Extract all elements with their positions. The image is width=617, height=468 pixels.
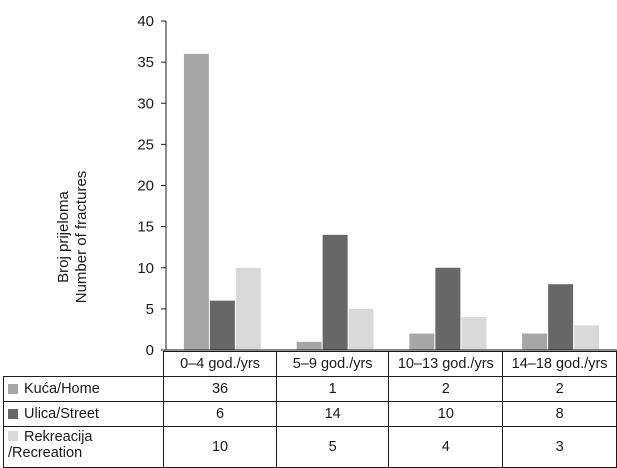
legend-entry-home: Kuća/Home [2,376,165,402]
data-label: 1 [275,376,390,402]
bars [183,53,600,351]
y-tick-label: 30 [137,95,154,112]
legend-label: Kuća/Home [24,381,100,397]
data-label: 2 [502,376,617,402]
bar-home [409,333,435,350]
data-label: 14 [275,401,390,427]
series-row-recreation: Rekreacija/Recreation 10 5 4 3 [2,426,617,468]
y-axis-label-line-2: Number of fractures [73,171,90,304]
category-label: 10–13 god./yrs [388,351,504,377]
series-row-street: Ulica/Street 6 14 10 8 [2,401,617,427]
legend-swatch-recreation [8,431,18,441]
bar-street [209,300,235,350]
legend-entry-recreation: Rekreacija/Recreation [2,426,165,468]
bar-street [322,234,348,350]
data-label: 2 [388,376,504,402]
y-tick-label: 0 [146,342,154,359]
bar-street [435,267,461,350]
y-axis-label-line-1: Broj prijeloma [55,190,72,282]
y-tick-label: 35 [137,54,154,71]
data-label: 4 [388,426,504,468]
bar-recreation [574,325,600,350]
y-tick-label: 5 [146,301,154,318]
data-label: 3 [502,426,617,468]
bar-home [522,333,548,350]
legend-swatch-street [8,409,18,420]
legend-label-line-2: /Recreation [8,445,83,461]
data-label: 6 [163,401,277,427]
y-axis-ticks: 0 5 10 15 20 25 30 35 40 [137,13,166,359]
y-tick-label: 20 [137,178,154,195]
y-tick-label: 10 [137,260,154,277]
data-table: 0–4 god./yrs 5–9 god./yrs 10–13 god./yrs… [2,351,617,468]
bar-recreation [461,317,487,350]
data-label: 36 [163,376,277,402]
bar-street [548,284,574,350]
data-label: 10 [163,426,277,468]
y-tick-label: 25 [137,136,154,153]
data-label: 5 [275,426,390,468]
table-corner [3,351,165,377]
series-row-home: Kuća/Home 36 1 2 2 [2,376,617,402]
category-label: 14–18 god./yrs [502,351,617,377]
data-label: 8 [502,401,617,427]
category-label: 5–9 god./yrs [275,351,390,377]
bar-home [296,341,322,350]
legend-swatch-home [8,384,18,395]
bar-recreation [235,267,261,350]
category-label: 0–4 god./yrs [163,351,277,377]
bar-home [183,53,209,351]
data-label: 10 [388,401,504,427]
category-header-row: 0–4 god./yrs 5–9 god./yrs 10–13 god./yrs… [3,351,617,377]
legend-entry-street: Ulica/Street [2,401,165,427]
y-tick-label: 40 [137,13,154,30]
legend-label: Ulica/Street [24,406,99,422]
legend-label-line-1: Rekreacija [24,429,93,445]
bar-recreation [348,308,374,350]
bar-chart: 0 5 10 15 20 25 30 35 40 Broj prijeloma Number o… [55,13,617,359]
y-tick-label: 15 [137,219,154,236]
